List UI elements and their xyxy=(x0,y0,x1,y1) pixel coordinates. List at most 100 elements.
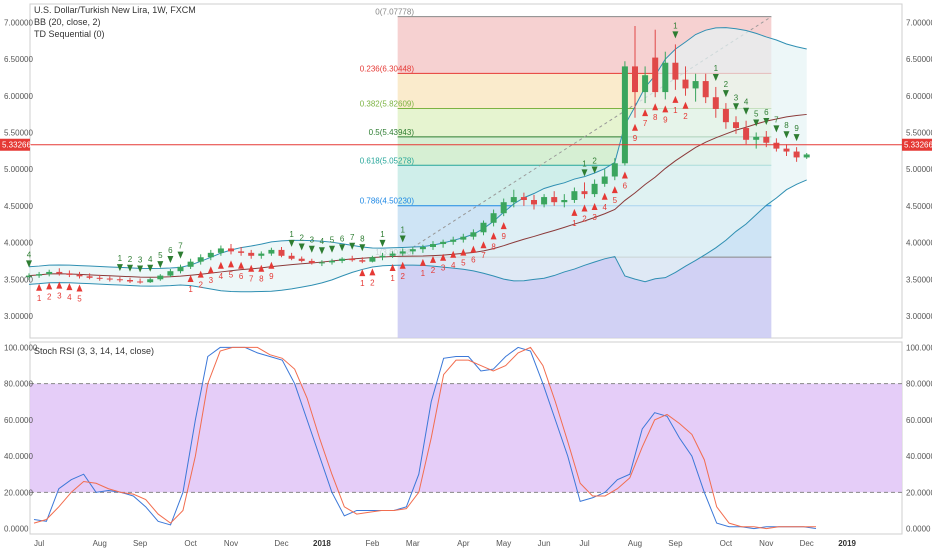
td-sell-arrow xyxy=(591,203,598,211)
td-buy-arrow xyxy=(763,117,770,125)
stoch-d-line xyxy=(33,346,816,530)
td-buy-count: 4 xyxy=(320,237,325,246)
stoch-k-line xyxy=(33,346,817,530)
td-buy-arrow xyxy=(147,264,154,272)
y-tick-right: 5.50000 xyxy=(906,128,932,137)
fib-level-label: 0.236(6.30448) xyxy=(360,64,415,73)
td-sell-arrow xyxy=(238,261,245,269)
stoch-tick-left: 80.0000 xyxy=(4,380,33,389)
candle-body xyxy=(803,154,810,158)
td-sell-count: 8 xyxy=(259,275,264,284)
y-tick-left: 4.00000 xyxy=(4,239,33,248)
candle-body xyxy=(258,253,265,256)
td-sell-count: 1 xyxy=(673,106,678,115)
td-sell-count: 2 xyxy=(47,292,52,301)
td-buy-count: 3 xyxy=(734,93,739,102)
stoch-tick-right: 100.0000 xyxy=(906,343,932,352)
y-tick-left: 6.50000 xyxy=(4,55,33,64)
fib-level-label: 0.618(5.05278) xyxy=(360,156,415,165)
y-tick-right: 4.50000 xyxy=(906,202,932,211)
td-buy-arrow xyxy=(329,245,335,253)
td-buy-arrow xyxy=(379,239,386,247)
td-buy-arrow xyxy=(177,251,184,259)
candle-body xyxy=(470,232,477,237)
candle-body xyxy=(288,255,295,259)
candle-body xyxy=(581,191,588,195)
candle-body xyxy=(329,260,335,263)
candle-body xyxy=(561,199,568,203)
td-sell-arrow xyxy=(652,103,659,111)
td-buy-arrow xyxy=(349,242,356,250)
td-buy-arrow xyxy=(127,264,133,272)
stoch-tick-right: 0.0000 xyxy=(906,525,931,534)
td-sell-arrow xyxy=(621,171,628,179)
td-sell-arrow xyxy=(662,105,669,113)
stoch-tick-right: 80.0000 xyxy=(906,380,932,389)
candle-body xyxy=(440,241,447,245)
td-sell-arrow xyxy=(601,192,608,200)
y-tick-left: 5.00000 xyxy=(4,165,33,174)
td-sell-arrow xyxy=(480,241,487,249)
td-buy-count: 1 xyxy=(582,159,587,168)
td-buy-count: 1 xyxy=(289,230,294,239)
td-buy-count: 4 xyxy=(27,250,32,259)
td-sell-arrow xyxy=(46,282,53,290)
td-sell-count: 7 xyxy=(481,251,486,260)
td-buy-count: 6 xyxy=(168,246,173,255)
td-buy-arrow xyxy=(359,244,366,252)
candle-body xyxy=(763,136,770,143)
td-sell-arrow xyxy=(187,274,194,282)
candle-body xyxy=(96,277,103,279)
y-tick-left: 3.00000 xyxy=(4,312,33,321)
td-buy-count: 2 xyxy=(592,156,597,165)
candle-body xyxy=(642,75,649,93)
td-buy-arrow xyxy=(733,103,739,111)
candle-body xyxy=(147,279,154,283)
fib-level-label: 0(7.07778) xyxy=(375,8,414,17)
fib-level-label: 0.5(5.43943) xyxy=(369,128,415,137)
td-buy-arrow xyxy=(581,169,588,177)
candle-body xyxy=(399,251,406,254)
x-tick: 2019 xyxy=(838,539,856,548)
candle-body xyxy=(531,199,537,205)
y-tick-right: 7.00000 xyxy=(906,18,932,27)
candle-body xyxy=(76,274,83,277)
candle-body xyxy=(106,278,113,280)
td-sell-count: 5 xyxy=(229,270,234,279)
bb-upper xyxy=(28,27,807,269)
stoch-tick-left: 60.0000 xyxy=(4,416,33,425)
x-tick: Dec xyxy=(800,539,814,548)
td-buy-arrow xyxy=(783,131,790,139)
stoch-title: Stoch RSI (3, 3, 14, 14, close) xyxy=(34,346,154,356)
candle-body xyxy=(127,280,133,282)
td-sell-arrow xyxy=(571,208,578,216)
candle-body xyxy=(601,176,608,184)
td-buy-arrow xyxy=(773,125,780,133)
y-tick-left: 6.00000 xyxy=(4,92,33,101)
td-sell-count: 6 xyxy=(623,181,628,190)
candle-body xyxy=(157,275,164,280)
fib-trend-line xyxy=(397,16,772,258)
td-buy-count: 7 xyxy=(178,242,183,251)
y-tick-right: 5.00000 xyxy=(906,165,932,174)
td-sell-count: 5 xyxy=(613,196,618,205)
x-tick: Feb xyxy=(366,539,380,548)
candle-body xyxy=(520,197,527,200)
td-sell-count: 8 xyxy=(653,113,658,122)
stoch-rsi-pane xyxy=(29,341,903,535)
candle-body xyxy=(551,197,558,203)
candle-body xyxy=(692,81,699,89)
td-buy-count: 5 xyxy=(330,236,335,245)
stoch-tick-right: 40.0000 xyxy=(906,452,932,461)
td-sell-arrow xyxy=(389,263,396,271)
td-buy-arrow xyxy=(399,235,406,243)
candle-body xyxy=(137,281,144,283)
candle-body xyxy=(26,275,32,278)
candle-body xyxy=(56,271,63,274)
td-sell-count: 9 xyxy=(633,134,638,143)
td-sell-count: 3 xyxy=(209,276,214,285)
td-sell-count: 1 xyxy=(37,294,42,303)
candle-body xyxy=(298,258,305,261)
candle-body xyxy=(460,236,467,240)
td-sell-count: 6 xyxy=(471,256,476,265)
